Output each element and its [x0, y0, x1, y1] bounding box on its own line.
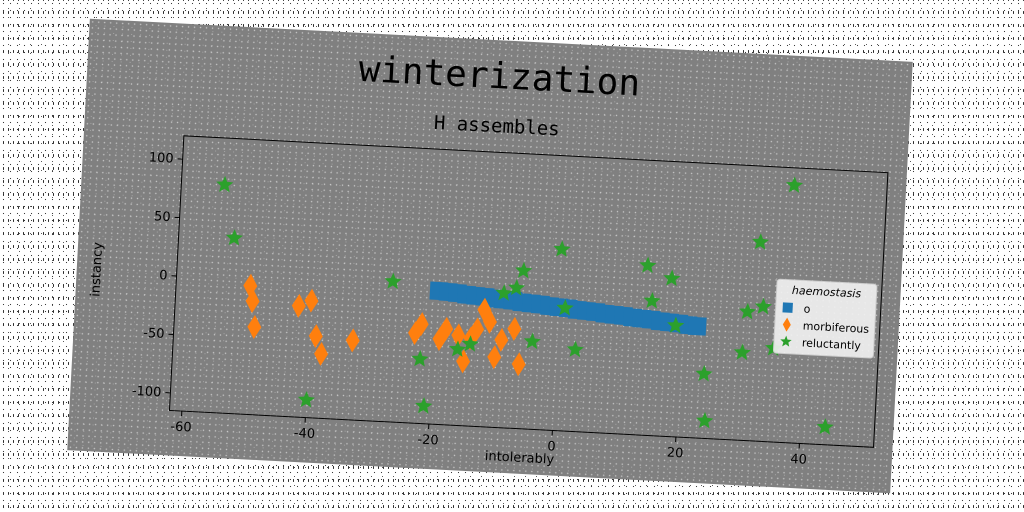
- morbiferous-point-16: [477, 297, 492, 322]
- morbiferous-point-4: [304, 288, 319, 313]
- reluctantly-point-23: [752, 233, 770, 250]
- legend-box: [772, 278, 878, 359]
- x-tick-label-3: 0: [547, 439, 556, 454]
- reluctantly-point-18: [667, 316, 685, 334]
- legend-marker-o: [782, 302, 793, 313]
- reluctantly-point-26: [785, 176, 804, 193]
- reluctantly-point-6: [449, 340, 467, 357]
- morbiferous-point-11: [439, 316, 454, 341]
- x-tick-label-5: 40: [790, 452, 807, 468]
- morbiferous-point-13: [456, 349, 471, 374]
- legend-label-reluctantly: reluctantly: [802, 336, 862, 352]
- x-tick-label-4: 20: [666, 446, 683, 462]
- reluctantly-point-12: [553, 240, 571, 257]
- plot-area-frame: [168, 135, 889, 448]
- reluctantly-point-0: [216, 175, 234, 193]
- morbiferous-point-12: [451, 323, 466, 348]
- x-tick-label-2: -20: [417, 432, 439, 448]
- reluctantly-point-20: [696, 411, 714, 429]
- y-axis-label: instancy: [88, 241, 106, 297]
- y-tick-label-3: -50: [143, 326, 165, 342]
- chart-subtitle: H assembles: [433, 112, 560, 141]
- reluctantly-point-8: [495, 284, 513, 301]
- reluctantly-point-7: [461, 335, 479, 352]
- o-point-28: [687, 316, 707, 336]
- reluctantly-point-27: [816, 418, 834, 435]
- reluctantly-point-14: [566, 340, 584, 358]
- morbiferous-point-7: [345, 328, 360, 353]
- x-tick-label-1: -40: [293, 426, 315, 442]
- reluctantly-point-22: [739, 302, 757, 320]
- reluctantly-point-19: [695, 364, 713, 382]
- reluctantly-point-3: [384, 272, 402, 290]
- reluctantly-point-13: [556, 299, 574, 316]
- reluctantly-point-17: [663, 269, 681, 287]
- morbiferous-point-2: [247, 315, 262, 339]
- reluctantly-point-15: [639, 256, 657, 274]
- morbiferous-point-15: [470, 317, 485, 342]
- morbiferous-point-20: [507, 316, 522, 341]
- y-tick-label-0: 100: [148, 150, 174, 166]
- morbiferous-point-19: [494, 327, 509, 352]
- reluctantly-point-24: [754, 297, 772, 315]
- y-tick-label-1: 50: [154, 209, 171, 225]
- reluctantly-point-2: [297, 390, 315, 408]
- morbiferous-point-17: [482, 309, 497, 334]
- y-tick-label-2: 0: [159, 268, 168, 283]
- morbiferous-point-9: [414, 312, 429, 337]
- figure: winterization H assembles -60 -40 -20 0 20 40…: [67, 18, 913, 494]
- morbiferous-point-3: [291, 293, 306, 318]
- reluctantly-point-16: [643, 291, 661, 309]
- legend-label-morbiferous: morbiferous: [802, 319, 869, 335]
- morbiferous-point-21: [511, 352, 526, 377]
- reluctantly-point-5: [415, 397, 433, 414]
- legend-marker-morbiferous: [782, 317, 791, 332]
- reluctantly-point-9: [508, 279, 526, 296]
- reluctantly-point-10: [515, 261, 533, 279]
- reluctantly-point-1: [225, 229, 243, 246]
- x-axis: -60 -40 -20 0 20 40: [170, 411, 807, 468]
- reluctantly-point-4: [411, 350, 429, 367]
- morbiferous-point-0: [243, 273, 258, 298]
- reluctantly-point-21: [733, 343, 751, 361]
- x-axis-label: intolerably: [484, 449, 554, 468]
- morbiferous-point-1: [245, 289, 260, 314]
- reluctantly-point-11: [523, 332, 541, 350]
- morbiferous-point-6: [314, 341, 329, 366]
- morbiferous-point-18: [487, 345, 502, 370]
- data-marks: [216, 175, 834, 435]
- scatter-chart: winterization H assembles -60 -40 -20 0 20 40…: [88, 49, 889, 468]
- legend-marker-reluctantly: [780, 335, 792, 347]
- y-tick-label-4: -100: [132, 384, 162, 401]
- legend-title: haemostasis: [792, 284, 862, 301]
- morbiferous-point-5: [308, 324, 323, 349]
- legend-label-o: o: [803, 302, 811, 315]
- y-axis: 100 50 0 -50 -100: [132, 150, 183, 401]
- x-tick-label-0: -60: [170, 420, 192, 436]
- chart-title: winterization: [358, 49, 642, 105]
